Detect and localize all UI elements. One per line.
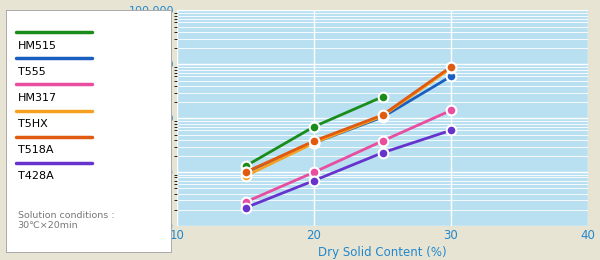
Text: HM515: HM515	[17, 41, 56, 51]
Text: Solution conditions :
30℃×20min: Solution conditions : 30℃×20min	[17, 211, 114, 231]
Text: T555: T555	[17, 67, 46, 77]
X-axis label: Dry Solid Content (%): Dry Solid Content (%)	[318, 246, 447, 259]
Text: T518A: T518A	[17, 145, 53, 155]
Text: HM317: HM317	[17, 93, 56, 103]
Text: T428A: T428A	[17, 171, 53, 181]
Y-axis label: Viscosity (mPa·s): Viscosity (mPa·s)	[112, 68, 125, 168]
Text: T5HX: T5HX	[17, 119, 47, 129]
